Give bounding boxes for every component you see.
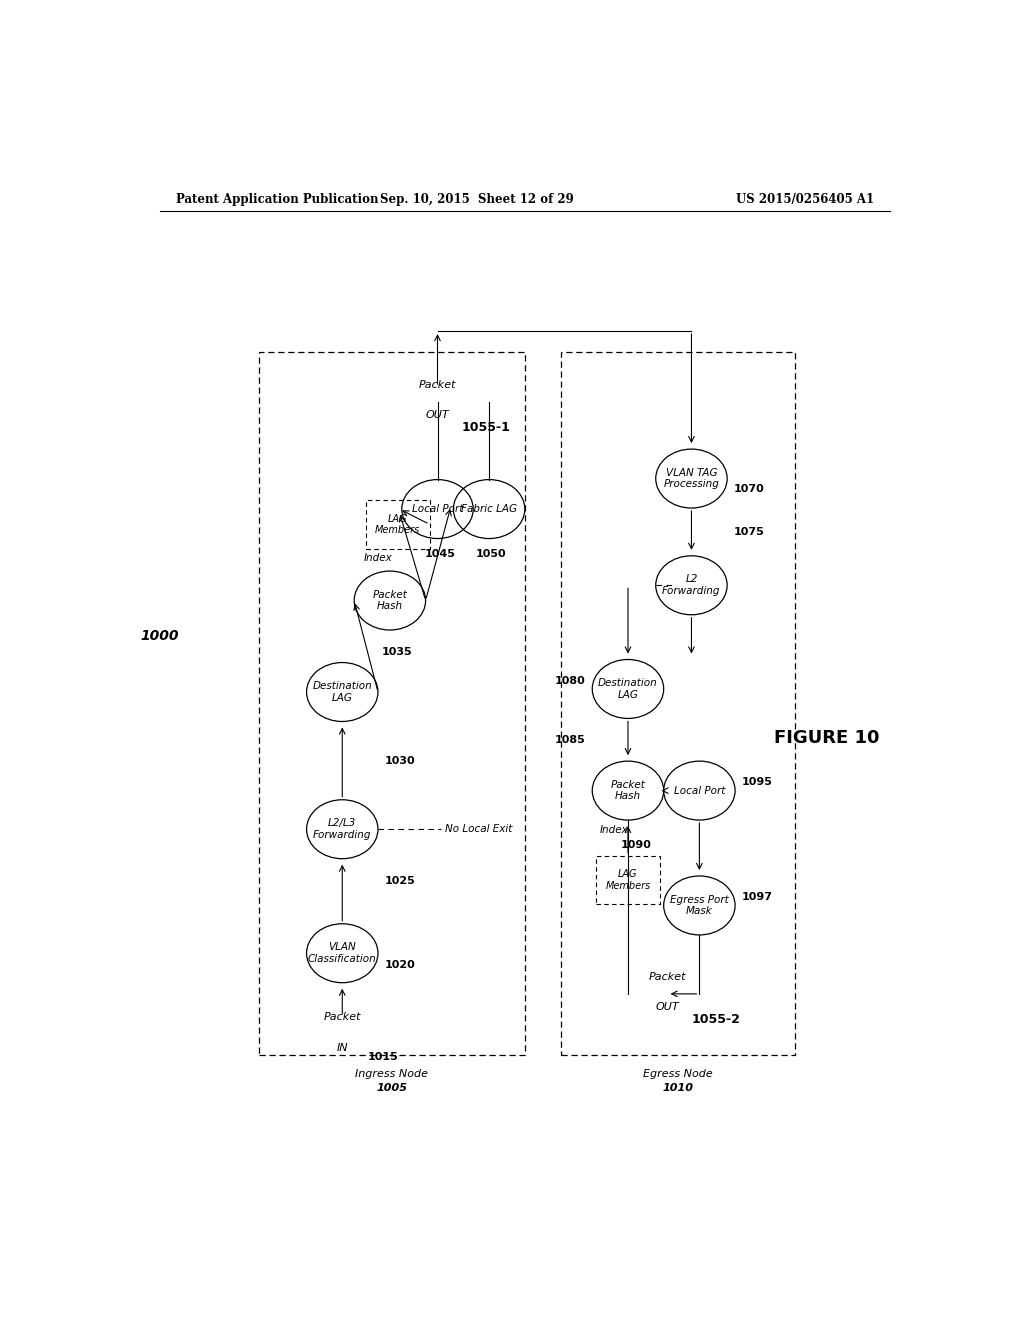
Text: 1085: 1085 bbox=[555, 735, 586, 744]
Text: L2
Forwarding: L2 Forwarding bbox=[663, 574, 721, 597]
Text: Index: Index bbox=[364, 553, 392, 562]
Text: Local Port: Local Port bbox=[412, 504, 463, 513]
Bar bbox=[560, 351, 795, 1055]
Text: US 2015/0256405 A1: US 2015/0256405 A1 bbox=[736, 193, 873, 206]
Text: 1035: 1035 bbox=[382, 647, 413, 657]
Text: No Local Exit: No Local Exit bbox=[445, 824, 513, 834]
Text: Packet: Packet bbox=[324, 1012, 361, 1022]
Text: 1015: 1015 bbox=[368, 1052, 398, 1061]
Text: 1005: 1005 bbox=[377, 1084, 408, 1093]
Text: Fabric LAG: Fabric LAG bbox=[461, 504, 517, 513]
Text: OUT: OUT bbox=[426, 411, 450, 421]
Text: 1055-2: 1055-2 bbox=[691, 1012, 740, 1026]
Text: Destination
LAG: Destination LAG bbox=[312, 681, 372, 702]
Text: 1095: 1095 bbox=[741, 777, 772, 788]
Text: Packet
Hash: Packet Hash bbox=[610, 780, 645, 801]
Text: IN: IN bbox=[337, 1043, 348, 1052]
Text: Local Port: Local Port bbox=[674, 785, 725, 796]
Text: LAG
Members: LAG Members bbox=[375, 513, 421, 535]
Text: Sep. 10, 2015  Sheet 12 of 29: Sep. 10, 2015 Sheet 12 of 29 bbox=[380, 193, 574, 206]
Text: Egress Node: Egress Node bbox=[643, 1069, 713, 1078]
Text: 1030: 1030 bbox=[384, 755, 415, 766]
Text: LAG
Members: LAG Members bbox=[605, 870, 650, 891]
Text: Destination
LAG: Destination LAG bbox=[598, 678, 657, 700]
Text: 1010: 1010 bbox=[663, 1084, 693, 1093]
Text: 1080: 1080 bbox=[555, 676, 586, 686]
Text: VLAN TAG
Processing: VLAN TAG Processing bbox=[664, 467, 720, 490]
Text: Patent Application Publication: Patent Application Publication bbox=[176, 193, 378, 206]
Text: 1075: 1075 bbox=[733, 527, 764, 537]
Text: Ingress Node: Ingress Node bbox=[355, 1069, 428, 1078]
Text: Packet: Packet bbox=[649, 972, 686, 982]
Text: 1055-1: 1055-1 bbox=[462, 421, 510, 434]
Text: 1050: 1050 bbox=[476, 549, 507, 558]
Text: VLAN
Classification: VLAN Classification bbox=[308, 942, 377, 964]
Text: Index: Index bbox=[599, 825, 628, 836]
Text: Packet
Hash: Packet Hash bbox=[373, 590, 408, 611]
Text: 1020: 1020 bbox=[384, 961, 415, 970]
Text: 1045: 1045 bbox=[424, 549, 456, 558]
Text: OUT: OUT bbox=[655, 1002, 680, 1012]
Bar bbox=[259, 351, 524, 1055]
Text: 1070: 1070 bbox=[733, 483, 764, 494]
Text: 1090: 1090 bbox=[621, 841, 651, 850]
Bar bbox=[367, 500, 430, 549]
Bar bbox=[596, 855, 659, 904]
Text: 1000: 1000 bbox=[140, 630, 179, 643]
Text: FIGURE 10: FIGURE 10 bbox=[773, 729, 880, 747]
Text: L2/L3
Forwarding: L2/L3 Forwarding bbox=[313, 818, 372, 840]
Text: 1097: 1097 bbox=[741, 892, 772, 903]
Text: 1025: 1025 bbox=[384, 876, 415, 886]
Text: Egress Port
Mask: Egress Port Mask bbox=[670, 895, 729, 916]
Text: Packet: Packet bbox=[419, 380, 457, 391]
